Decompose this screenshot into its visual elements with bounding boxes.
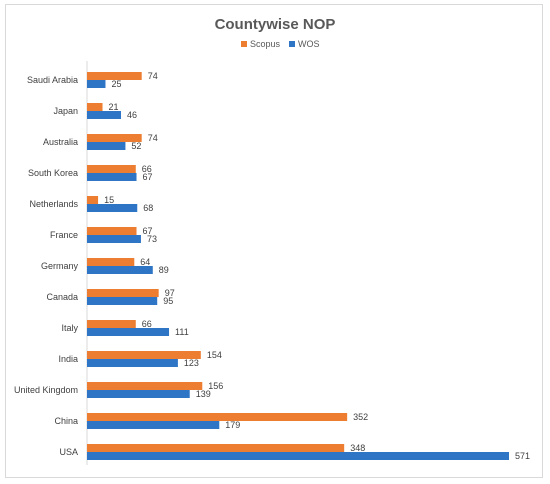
bar-wos-saudi-arabia <box>87 80 106 88</box>
data-label-scopus-japan: 21 <box>109 102 119 112</box>
category-label-canada: Canada <box>46 292 78 302</box>
bar-scopus-china <box>87 413 348 421</box>
data-label-wos-italy: 111 <box>175 327 189 337</box>
data-label-wos-united-kingdom: 139 <box>196 389 211 399</box>
bar-scopus-india <box>87 351 201 359</box>
data-label-wos-usa: 571 <box>515 451 530 461</box>
bar-wos-canada <box>87 297 158 305</box>
bar-wos-italy <box>87 328 170 336</box>
bar-scopus-germany <box>87 258 135 266</box>
data-label-scopus-usa: 348 <box>350 443 365 453</box>
data-label-scopus-united-kingdom: 156 <box>208 381 223 391</box>
bar-scopus-canada <box>87 289 159 297</box>
data-label-scopus-germany: 64 <box>140 257 150 267</box>
data-label-scopus-canada: 97 <box>165 288 175 298</box>
bar-wos-south-korea <box>87 173 137 181</box>
data-label-wos-canada: 95 <box>163 296 173 306</box>
data-label-wos-japan: 46 <box>127 110 137 120</box>
data-label-scopus-netherlands: 15 <box>104 195 114 205</box>
legend: Scopus WOS <box>241 39 320 49</box>
category-label-australia: Australia <box>43 137 78 147</box>
category-label-france: France <box>50 230 78 240</box>
bar-scopus-south-korea <box>87 165 136 173</box>
bar-scopus-italy <box>87 320 136 328</box>
bar-scopus-japan <box>87 103 103 111</box>
category-label-germany: Germany <box>41 261 79 271</box>
bar-scopus-saudi-arabia <box>87 72 142 80</box>
legend-swatch-wos <box>289 41 295 47</box>
category-label-india: India <box>58 354 78 364</box>
bar-scopus-netherlands <box>87 196 99 204</box>
category-label-italy: Italy <box>61 323 78 333</box>
bar-scopus-usa <box>87 444 345 452</box>
bar-scopus-united-kingdom <box>87 382 203 390</box>
bars-layer: Saudi Arabia 74 25 Japan 21 46 Australia 74 52 So… <box>14 71 530 461</box>
bar-wos-india <box>87 359 178 367</box>
data-label-scopus-china: 352 <box>353 412 368 422</box>
category-label-usa: USA <box>59 447 78 457</box>
data-label-wos-south-korea: 67 <box>143 172 153 182</box>
bar-wos-australia <box>87 142 126 150</box>
data-label-wos-saudi-arabia: 25 <box>111 79 121 89</box>
category-label-united-kingdom: United Kingdom <box>14 385 78 395</box>
data-label-scopus-france: 67 <box>143 226 153 236</box>
bar-wos-germany <box>87 266 153 274</box>
data-label-scopus-south-korea: 66 <box>142 164 152 174</box>
data-label-wos-netherlands: 68 <box>143 203 153 213</box>
category-label-netherlands: Netherlands <box>29 199 78 209</box>
data-label-wos-germany: 89 <box>159 265 169 275</box>
legend-swatch-scopus <box>241 41 247 47</box>
chart-frame: Countywise NOP Scopus WOS Saudi Arabia 74… <box>5 4 543 478</box>
category-label-saudi-arabia: Saudi Arabia <box>27 75 78 85</box>
bar-wos-united-kingdom <box>87 390 190 398</box>
data-label-wos-australia: 52 <box>131 141 141 151</box>
category-label-china: China <box>54 416 78 426</box>
data-label-wos-china: 179 <box>225 420 240 430</box>
legend-label-wos: WOS <box>298 39 320 49</box>
data-label-scopus-saudi-arabia: 74 <box>148 71 158 81</box>
category-label-south-korea: South Korea <box>28 168 78 178</box>
bar-wos-france <box>87 235 141 243</box>
data-label-wos-france: 73 <box>147 234 157 244</box>
bar-wos-china <box>87 421 220 429</box>
chart-title: Countywise NOP <box>215 16 336 33</box>
bar-chart: Countywise NOP Scopus WOS Saudi Arabia 74… <box>14 16 530 465</box>
data-label-scopus-italy: 66 <box>142 319 152 329</box>
bar-wos-netherlands <box>87 204 138 212</box>
data-label-scopus-india: 154 <box>207 350 222 360</box>
data-label-scopus-australia: 74 <box>148 133 158 143</box>
category-label-japan: Japan <box>53 106 78 116</box>
bar-scopus-france <box>87 227 137 235</box>
bar-wos-usa <box>87 452 509 460</box>
bar-scopus-australia <box>87 134 142 142</box>
data-label-wos-india: 123 <box>184 358 199 368</box>
bar-wos-japan <box>87 111 121 119</box>
legend-label-scopus: Scopus <box>250 39 281 49</box>
